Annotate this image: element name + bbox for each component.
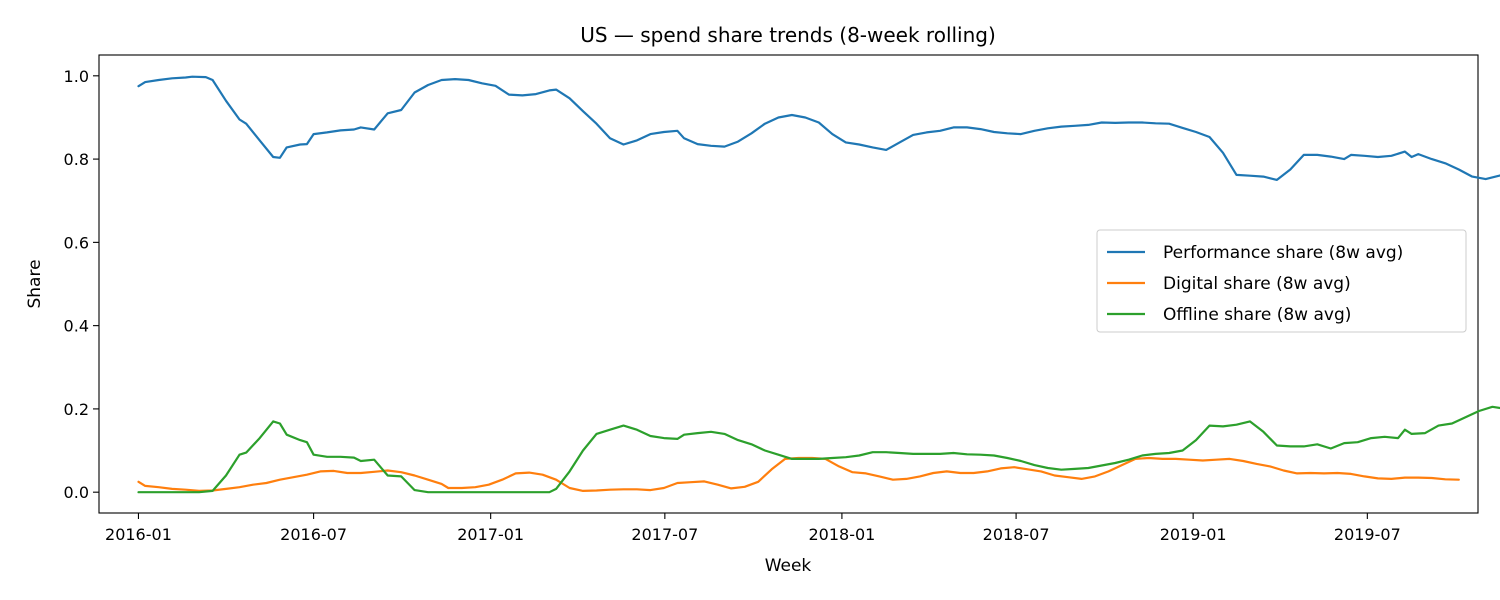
y-tick-label: 1.0	[64, 67, 89, 86]
series-line-2	[137, 456, 1460, 492]
y-tick-label: 0.2	[64, 400, 89, 419]
x-axis-label: Week	[765, 556, 812, 576]
y-tick-label: 0.4	[64, 317, 89, 336]
legend-entry-label: Digital share (8w avg)	[1163, 274, 1351, 294]
x-tick-label: 2018-07	[983, 525, 1050, 544]
plot-area-frame	[98, 54, 1479, 514]
x-tick-label: 2016-01	[105, 525, 172, 544]
legend: Performance share (8w avg) Digital share …	[1096, 229, 1467, 333]
y-tick-label: 0.6	[64, 233, 89, 252]
y-axis-label: Share	[25, 259, 45, 308]
x-tick-label: 2016-07	[280, 525, 347, 544]
y-tick-label: 0.8	[64, 150, 89, 169]
x-tick-label: 2019-07	[1334, 525, 1401, 544]
legend-box	[1096, 229, 1467, 333]
legend-entry-label: Performance share (8w avg)	[1163, 243, 1403, 263]
x-tick-label: 2018-01	[808, 525, 875, 544]
series-line-1	[137, 75, 1500, 181]
series-layer	[137, 75, 1500, 494]
y-tick-label: 0.0	[64, 483, 89, 502]
x-tick-label: 2017-07	[631, 525, 698, 544]
x-tick-label: 2017-01	[457, 525, 524, 544]
x-tick-label: 2019-01	[1160, 525, 1227, 544]
chart-title: US — spend share trends (8-week rolling)	[580, 23, 996, 47]
series-line-3	[137, 405, 1500, 494]
y-axis: 0.0 0.2 0.4 0.6 0.8 1.0	[64, 67, 99, 502]
legend-entry-label: Offline share (8w avg)	[1163, 305, 1351, 325]
x-axis: 2016-01 2016-07 2017-01 2017-07 2018-01 2018-…	[105, 513, 1401, 544]
